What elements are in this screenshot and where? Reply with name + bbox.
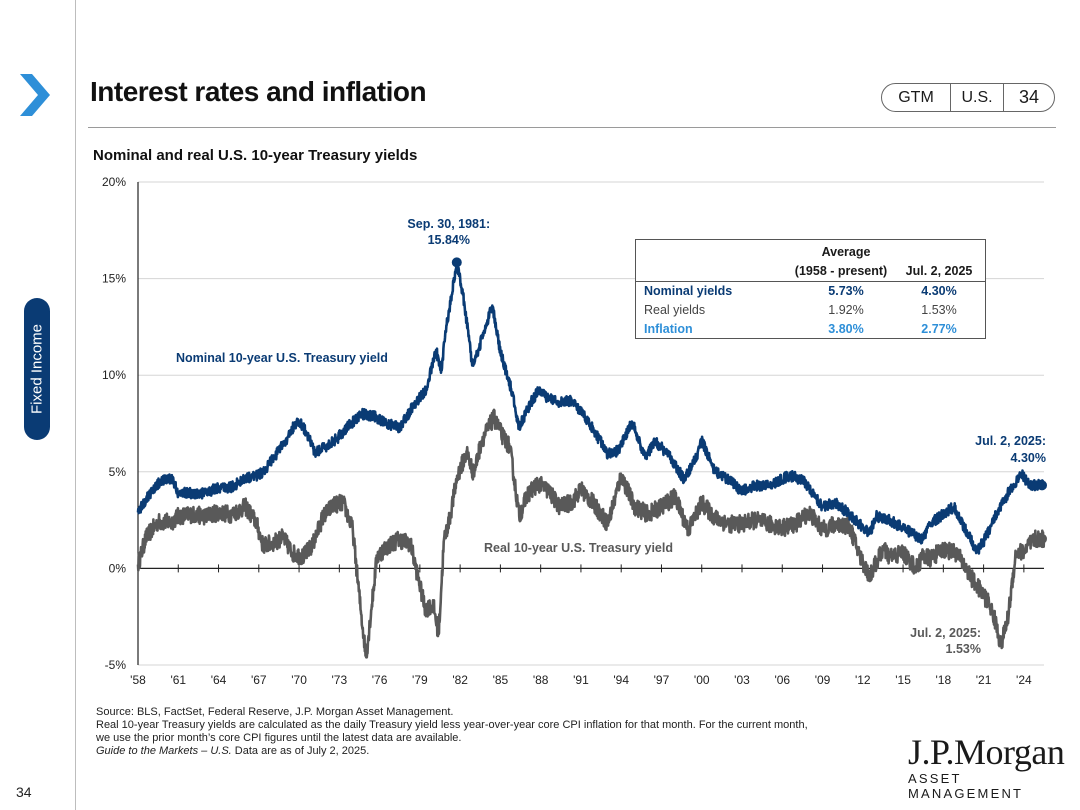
summary-average: 3.80% [828, 322, 864, 336]
x-tick-label: '97 [654, 673, 670, 687]
y-tick-label: 0% [109, 561, 127, 575]
summary-label: Inflation [644, 322, 693, 336]
x-tick-label: '03 [734, 673, 750, 687]
summary-label: Nominal yields [644, 284, 733, 298]
x-tick-label: '09 [815, 673, 831, 687]
chart-title: Nominal and real U.S. 10-year Treasury y… [93, 147, 418, 164]
source-line: Source: BLS, FactSet, Federal Reserve, J… [96, 706, 454, 718]
real-yield-line [136, 408, 1046, 659]
summary-header-period: (1958 - present) [794, 264, 888, 278]
summary-average: 5.73% [828, 284, 864, 298]
summary-table: Average (1958 - present) Jul. 2, 2025 No… [635, 239, 986, 339]
y-tick-label: 5% [109, 465, 127, 479]
title-divider [88, 127, 1056, 128]
x-tick-label: '58 [130, 673, 146, 687]
peak-label-value: 15.84% [428, 233, 470, 247]
x-tick-label: '79 [412, 673, 428, 687]
summary-current: 2.77% [921, 322, 957, 336]
nominal-series-label: Nominal 10-year U.S. Treasury yield [176, 351, 388, 365]
source-line: Real 10-year Treasury yields are calcula… [96, 719, 808, 731]
left-divider [75, 0, 76, 810]
x-tick-label: '61 [170, 673, 186, 687]
peak-marker [451, 257, 462, 268]
x-tick-label: '73 [332, 673, 348, 687]
nominal-yield-line [136, 258, 1046, 555]
badge-page: 34 [1018, 87, 1040, 107]
chart-axes: 20% 15% 10% 5% 0% -5%'58 '61 '64 '67 '70 '73 '76 '79… [102, 175, 1032, 687]
page-number: 34 [16, 784, 32, 800]
source-notes: Source: BLS, FactSet, Federal Reserve, J… [96, 706, 916, 758]
x-tick-label: '70 [291, 673, 307, 687]
summary-label: Real yields [644, 303, 706, 317]
summary-row-real: Real yields 1.92% 1.53% [636, 303, 985, 322]
real-end-date: Jul. 2, 2025: [910, 626, 981, 640]
y-tick-label: 20% [102, 175, 126, 189]
x-tick-label: '94 [613, 673, 629, 687]
badge-gtm: GTM [882, 84, 951, 111]
y-tick-label: -5% [105, 658, 127, 672]
chart-series [136, 258, 1046, 659]
badge-region: U.S. [951, 84, 1004, 111]
x-tick-label: '91 [573, 673, 589, 687]
x-tick-label: '12 [855, 673, 871, 687]
x-tick-label: '76 [372, 673, 388, 687]
x-tick-label: '88 [533, 673, 549, 687]
guide-title: Guide to the Markets – U.S. [96, 745, 232, 757]
y-tick-label: 15% [102, 272, 126, 286]
x-tick-label: '64 [211, 673, 227, 687]
real-series-label: Real 10-year U.S. Treasury yield [484, 541, 673, 555]
x-tick-label: '85 [493, 673, 509, 687]
x-tick-label: '00 [694, 673, 710, 687]
logo-name: J.P.Morgan [908, 732, 1065, 772]
source-date: Data are as of July 2, 2025. [231, 745, 370, 757]
x-tick-label: '24 [1016, 673, 1032, 687]
chevron-right-icon [20, 74, 50, 116]
nominal-end-date: Jul. 2, 2025: [975, 434, 1046, 448]
chart-annotations: Sep. 30, 1981: 15.84% Nominal 10-year U.S.… [176, 217, 1047, 656]
y-tick-label: 10% [102, 368, 126, 382]
summary-row-inflation: Inflation 3.80% 2.77% [636, 322, 985, 341]
x-tick-label: '06 [774, 673, 790, 687]
real-end-value: 1.53% [946, 642, 981, 656]
summary-subheader-row: (1958 - present) Jul. 2, 2025 [636, 264, 985, 283]
peak-label-date: Sep. 30, 1981: [407, 217, 490, 231]
source-line: we use the prior month’s core CPI figure… [96, 732, 462, 744]
x-tick-label: '67 [251, 673, 267, 687]
x-tick-label: '18 [936, 673, 952, 687]
section-tab[interactable]: Fixed Income [24, 298, 50, 440]
page-title: Interest rates and inflation [90, 76, 427, 107]
x-tick-label: '21 [976, 673, 992, 687]
summary-header-average: Average [821, 245, 871, 259]
summary-current: 1.53% [921, 303, 957, 317]
x-tick-label: '15 [895, 673, 911, 687]
nominal-end-marker [1037, 480, 1047, 491]
summary-divider [636, 281, 985, 282]
summary-header-date: Jul. 2, 2025 [905, 264, 973, 278]
summary-average: 1.92% [828, 303, 864, 317]
page-badge: GTM U.S. 34 [881, 83, 1055, 112]
jpmorgan-logo: J.P.Morgan ASSET MANAGEMENT [908, 731, 1080, 801]
source-line: Guide to the Markets – U.S. Data are as … [96, 745, 916, 758]
nominal-end-value: 4.30% [1011, 451, 1046, 465]
summary-current: 4.30% [921, 284, 957, 298]
x-tick-label: '82 [452, 673, 468, 687]
real-end-marker [1037, 533, 1047, 544]
logo-sub: ASSET MANAGEMENT [908, 771, 1024, 801]
summary-header-row: Average [636, 245, 985, 264]
summary-row-nominal: Nominal yields 5.73% 4.30% [636, 284, 985, 303]
